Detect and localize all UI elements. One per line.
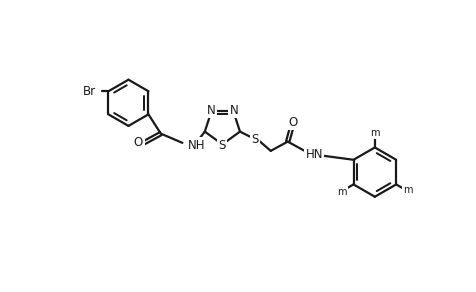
Text: N: N xyxy=(229,104,238,117)
Text: S: S xyxy=(252,133,259,146)
Text: HN: HN xyxy=(306,148,323,161)
Text: S: S xyxy=(218,139,226,152)
Text: O: O xyxy=(288,116,298,129)
Text: O: O xyxy=(134,136,143,149)
Text: N: N xyxy=(207,104,215,117)
Text: NH: NH xyxy=(188,139,205,152)
Text: Br: Br xyxy=(83,85,96,98)
Text: m: m xyxy=(337,187,347,197)
Text: m: m xyxy=(370,128,379,138)
Text: m: m xyxy=(403,185,413,195)
